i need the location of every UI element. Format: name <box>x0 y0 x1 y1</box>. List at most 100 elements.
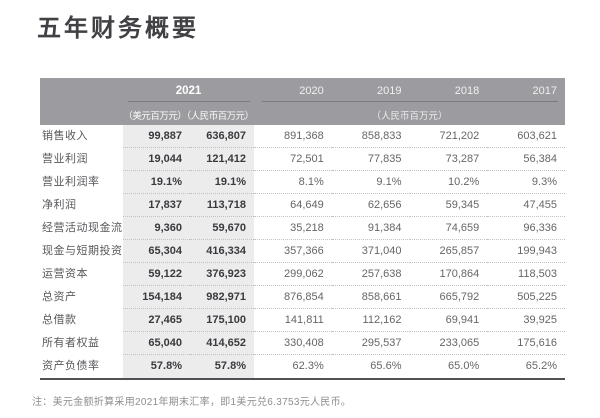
cell-year: 175,616 <box>487 332 565 355</box>
cell-usd-2021: 65,040 <box>123 332 190 355</box>
cell-usd-2021: 59,122 <box>123 263 190 286</box>
table-row: 销售收入 99,887 636,807 891,368 858,833 721,… <box>40 125 565 148</box>
header-rule-2021 <box>128 101 250 102</box>
cell-year: 299,062 <box>254 263 332 286</box>
cell-year: 858,661 <box>331 286 410 309</box>
cell-year: 91,384 <box>331 217 410 240</box>
header-year-2017: 2017 <box>532 85 557 97</box>
cell-year: 96,336 <box>487 217 565 240</box>
cell-rmb-2021: 982,971 <box>190 286 254 309</box>
header-year-2019: 2019 <box>377 85 402 97</box>
table-row: 营业利润率 19.1% 19.1% 8.1% 9.1% 10.2% 9.3% <box>40 171 565 194</box>
cell-year: 10.2% <box>409 171 488 194</box>
cell-year: 47,455 <box>487 194 565 217</box>
cell-rmb-2021: 59,670 <box>190 217 254 240</box>
cell-usd-2021: 57.8% <box>123 355 190 378</box>
cell-year: 8.1% <box>254 171 332 194</box>
cell-year: 265,857 <box>409 240 488 263</box>
cell-year: 505,225 <box>487 286 565 309</box>
cell-usd-2021: 99,887 <box>123 125 190 148</box>
row-label: 净利润 <box>42 199 77 211</box>
row-label: 现金与短期投资 <box>42 245 123 257</box>
cell-year: 77,835 <box>331 148 410 171</box>
cell-rmb-2021: 121,412 <box>190 148 254 171</box>
cell-year: 357,366 <box>254 240 332 263</box>
cell-year: 73,287 <box>409 148 488 171</box>
cell-rmb-2021: 57.8% <box>190 355 254 378</box>
cell-year: 141,811 <box>254 309 332 332</box>
cell-rmb-2021: 416,334 <box>190 240 254 263</box>
cell-year: 257,638 <box>331 263 410 286</box>
cell-year: 721,202 <box>409 125 488 148</box>
cell-year: 65.6% <box>370 360 402 372</box>
header-year-2020: 2020 <box>299 85 324 97</box>
table-row: 运营资本 59,122 376,923 299,062 257,638 170,… <box>40 263 565 286</box>
cell-year: 371,040 <box>331 240 410 263</box>
cell-year: 74,659 <box>409 217 488 240</box>
cell-year: 39,925 <box>487 309 565 332</box>
table-row: 现金与短期投资 65,304 416,334 357,366 371,040 2… <box>40 240 565 263</box>
page-title: 五年财务概要 <box>37 15 199 42</box>
table-header: 2021 2020 2019 2018 2017 （美元百万元）（人民币百万元）… <box>40 78 565 125</box>
table-row: 经营活动现金流 9,360 59,670 35,218 91,384 74,65… <box>40 217 565 240</box>
table-row: 营业利润 19,044 121,412 72,501 77,835 73,287… <box>40 148 565 171</box>
row-label: 总借款 <box>42 314 77 326</box>
cell-year: 233,065 <box>409 332 488 355</box>
cell-rmb-2021: 113,718 <box>190 194 254 217</box>
footnote: 注：美元金额折算采用2021年期末汇率，即1美元兑6.3753元人民币。 <box>32 397 352 408</box>
row-label: 经营活动现金流 <box>42 222 123 234</box>
cell-year: 65.0% <box>448 360 480 372</box>
cell-year: 9.3% <box>487 171 565 194</box>
cell-year: 295,537 <box>331 332 410 355</box>
row-label: 运营资本 <box>42 268 88 280</box>
cell-usd-2021: 65,304 <box>123 240 190 263</box>
cell-year: 59,345 <box>409 194 488 217</box>
cell-usd-2021: 19.1% <box>123 171 190 194</box>
header-rule-years <box>262 101 558 102</box>
cell-year: 62.3% <box>292 360 324 372</box>
cell-year: 858,833 <box>331 125 410 148</box>
cell-rmb-2021: 376,923 <box>190 263 254 286</box>
cell-usd-2021: 17,837 <box>123 194 190 217</box>
cell-usd-2021: 154,184 <box>123 286 190 309</box>
cell-usd-2021: 27,465 <box>123 309 190 332</box>
cell-year: 876,854 <box>254 286 332 309</box>
cell-usd-2021: 9,360 <box>123 217 190 240</box>
cell-year: 603,621 <box>487 125 565 148</box>
cell-year: 891,368 <box>254 125 332 148</box>
cell-rmb-2021: 175,100 <box>190 309 254 332</box>
cell-year: 170,864 <box>409 263 488 286</box>
table-row: 所有者权益 65,040 414,652 330,408 295,537 233… <box>40 332 565 355</box>
cell-rmb-2021: 636,807 <box>190 125 254 148</box>
header-units-rmb: （人民币百万元） <box>371 111 448 122</box>
row-label: 总资产 <box>42 291 77 303</box>
cell-usd-2021: 19,044 <box>123 148 190 171</box>
cell-year: 64,649 <box>254 194 332 217</box>
header-year-2018: 2018 <box>454 85 480 97</box>
cell-year: 330,408 <box>254 332 332 355</box>
cell-rmb-2021: 414,652 <box>190 332 254 355</box>
cell-year: 35,218 <box>254 217 332 240</box>
cell-year: 9.1% <box>331 171 410 194</box>
cell-year: 199,943 <box>487 240 565 263</box>
financial-summary-table: 2021 2020 2019 2018 2017 （美元百万元）（人民币百万元）… <box>40 78 565 380</box>
cell-year: 118,503 <box>487 263 565 286</box>
table-row: 净利润 17,837 113,718 64,649 62,656 59,345 … <box>40 194 565 217</box>
table-row: 总资产 154,184 982,971 876,854 858,661 665,… <box>40 286 565 309</box>
cell-year: 69,941 <box>409 309 488 332</box>
cell-year: 62,656 <box>331 194 410 217</box>
row-label: 销售收入 <box>42 130 88 142</box>
table-row: 总借款 27,465 175,100 141,811 112,162 69,94… <box>40 309 565 332</box>
row-label: 资产负债率 <box>42 360 100 372</box>
cell-year: 665,792 <box>409 286 488 309</box>
table-body: 销售收入 99,887 636,807 891,368 858,833 721,… <box>40 125 565 378</box>
row-label: 营业利润 <box>42 153 88 165</box>
header-units-2021: （美元百万元）（人民币百万元） <box>123 111 254 122</box>
header-year-2021: 2021 <box>175 85 202 97</box>
table-row: 资产负债率 57.8% 57.8% 62.3% 65.6% 65.0% 65.2… <box>40 355 565 378</box>
cell-year: 56,384 <box>487 148 565 171</box>
row-label: 所有者权益 <box>42 337 100 349</box>
cell-rmb-2021: 19.1% <box>190 171 254 194</box>
cell-year: 65.2% <box>525 360 557 372</box>
cell-year: 72,501 <box>254 148 332 171</box>
